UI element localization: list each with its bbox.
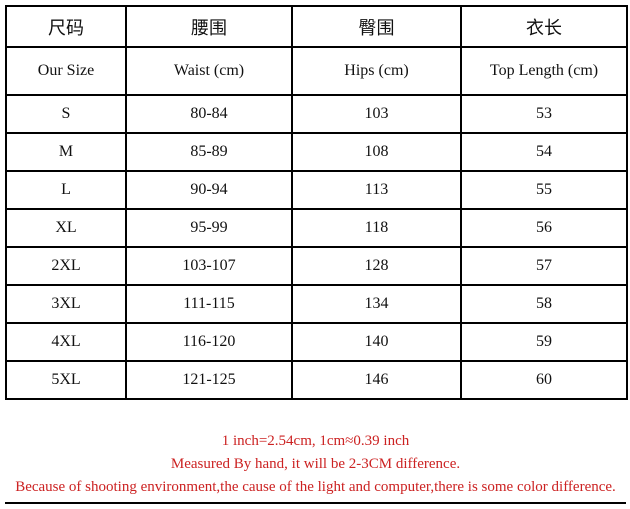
size-chart-table: 尺码 腰围 臀围 衣长 Our Size Waist (cm) Hips (cm… [5,5,628,400]
table-row-2xl: 2XL 103-107 128 57 [5,246,628,286]
size-cell: S [5,94,127,134]
size-cell: 4XL [5,322,127,362]
column-header-waist-en: Waist (cm) [125,46,293,96]
table-row-3xl: 3XL 111-115 134 58 [5,284,628,324]
hips-cell: 140 [291,322,462,362]
column-header-length-zh: 衣长 [460,5,628,48]
waist-cell: 85-89 [125,132,293,172]
table-row-5xl: 5XL 121-125 146 60 [5,360,628,400]
table-row-s: S 80-84 103 53 [5,94,628,134]
top-length-cell: 59 [460,322,628,362]
header-row-chinese: 尺码 腰围 臀围 衣长 [5,5,628,48]
top-length-cell: 55 [460,170,628,210]
size-cell: XL [5,208,127,248]
top-length-cell: 56 [460,208,628,248]
size-cell: M [5,132,127,172]
waist-cell: 90-94 [125,170,293,210]
column-header-waist-zh: 腰围 [125,5,293,48]
column-header-length-en: Top Length (cm) [460,46,628,96]
top-length-cell: 53 [460,94,628,134]
waist-cell: 103-107 [125,246,293,286]
table-row-m: M 85-89 108 54 [5,132,628,172]
top-length-cell: 57 [460,246,628,286]
column-header-size-zh: 尺码 [5,5,127,48]
note-color-difference: Because of shooting environment,the caus… [15,479,616,495]
table-row-xl: XL 95-99 118 56 [5,208,628,248]
column-header-hips-en: Hips (cm) [291,46,462,96]
hips-cell: 108 [291,132,462,172]
hips-cell: 118 [291,208,462,248]
waist-cell: 95-99 [125,208,293,248]
table-row-l: L 90-94 113 55 [5,170,628,210]
top-length-cell: 58 [460,284,628,324]
note-inch-conversion: 1 inch=2.54cm, 1cm≈0.39 inch [221,433,410,449]
hips-cell: 113 [291,170,462,210]
note-measure-difference: Measured By hand, it will be 2-3CM diffe… [170,456,461,472]
footer-notes: 1 inch=2.54cm, 1cm≈0.39 inch Measured By… [5,426,626,504]
waist-cell: 80-84 [125,94,293,134]
hips-cell: 146 [291,360,462,400]
size-cell: 5XL [5,360,127,400]
column-header-size-en: Our Size [5,46,127,96]
size-cell: 2XL [5,246,127,286]
hips-cell: 134 [291,284,462,324]
table-row-4xl: 4XL 116-120 140 59 [5,322,628,362]
column-header-hips-zh: 臀围 [291,5,462,48]
waist-cell: 111-115 [125,284,293,324]
hips-cell: 103 [291,94,462,134]
waist-cell: 121-125 [125,360,293,400]
top-length-cell: 60 [460,360,628,400]
size-cell: 3XL [5,284,127,324]
hips-cell: 128 [291,246,462,286]
size-cell: L [5,170,127,210]
waist-cell: 116-120 [125,322,293,362]
header-row-english: Our Size Waist (cm) Hips (cm) Top Length… [5,46,628,96]
top-length-cell: 54 [460,132,628,172]
